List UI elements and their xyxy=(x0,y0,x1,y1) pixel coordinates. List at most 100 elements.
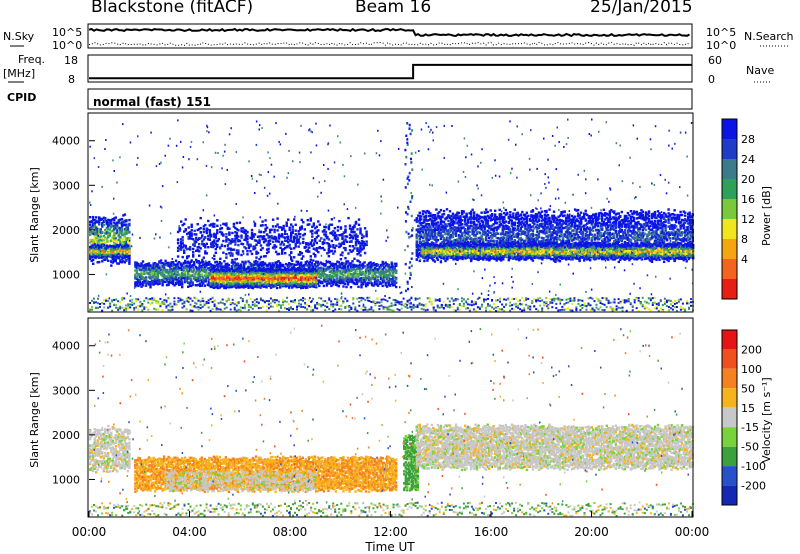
power-cell xyxy=(283,227,285,229)
power-cell xyxy=(328,255,330,257)
power-cell xyxy=(223,260,225,262)
power-cell xyxy=(127,227,129,229)
power-cell xyxy=(149,286,151,288)
power-cell xyxy=(116,232,118,234)
power-cell xyxy=(245,247,247,249)
power-cell xyxy=(365,231,367,233)
power-cell xyxy=(206,252,208,254)
power-cell xyxy=(331,224,333,226)
power-cell xyxy=(234,258,236,260)
power-cell xyxy=(344,225,346,227)
power-cell xyxy=(224,245,226,247)
power-cell xyxy=(338,220,340,222)
power-cell xyxy=(239,222,241,224)
power-cell xyxy=(157,275,159,277)
power-cell xyxy=(213,255,215,257)
power-cell xyxy=(319,224,321,226)
power-cell xyxy=(185,229,187,231)
power-cell xyxy=(429,238,431,240)
power-cell xyxy=(300,262,302,264)
power-cell xyxy=(122,238,124,240)
power-cell xyxy=(311,262,313,264)
power-cell xyxy=(128,247,130,249)
power-cell xyxy=(127,244,129,246)
power-cell xyxy=(295,245,297,247)
power-cell xyxy=(216,261,218,263)
power-cell xyxy=(276,217,278,219)
power-cell xyxy=(355,244,357,246)
power-cell xyxy=(220,262,222,264)
power-cell xyxy=(185,218,187,220)
power-cell xyxy=(222,252,224,254)
power-cell xyxy=(257,252,259,254)
power-cell xyxy=(447,220,449,222)
power-cell xyxy=(161,284,163,286)
power-cell xyxy=(228,228,230,230)
power-cell xyxy=(443,221,445,223)
power-cell xyxy=(317,229,319,231)
power-cell xyxy=(209,229,211,231)
power-cell xyxy=(209,231,211,233)
power-cell xyxy=(394,267,396,269)
power-cell xyxy=(302,221,304,223)
power-cell xyxy=(324,264,326,266)
power-cell xyxy=(201,284,203,286)
power-cell xyxy=(267,251,269,253)
power-cell xyxy=(311,235,313,237)
power-cell xyxy=(443,213,445,215)
power-cell xyxy=(299,236,301,238)
power-cell xyxy=(356,247,358,249)
power-cell xyxy=(316,242,318,244)
power-cell xyxy=(266,227,268,229)
power-cell xyxy=(358,224,360,226)
power-cell xyxy=(190,278,192,280)
power-cell xyxy=(276,287,278,289)
power-cell xyxy=(202,282,204,284)
power-cell xyxy=(287,219,289,221)
power-cell xyxy=(107,260,109,262)
power-cell xyxy=(264,240,266,242)
power-cell xyxy=(177,242,179,244)
power-cell xyxy=(236,233,238,235)
power-cell xyxy=(175,260,177,262)
power-cell xyxy=(264,219,266,221)
power-cell xyxy=(216,229,218,231)
power-cell xyxy=(237,235,239,237)
power-cell xyxy=(420,233,422,235)
power-cell xyxy=(295,224,297,226)
power-cell xyxy=(316,232,318,234)
power-cell xyxy=(307,219,309,221)
power-cell xyxy=(191,259,193,261)
power-cell xyxy=(332,244,334,246)
power-cell xyxy=(352,249,354,251)
power-cell xyxy=(281,241,283,243)
power-cell xyxy=(346,235,348,237)
power-cell xyxy=(318,285,320,287)
power-cell xyxy=(349,245,351,247)
power-cell xyxy=(249,244,251,246)
power-cell xyxy=(335,234,337,236)
power-cell xyxy=(254,223,256,225)
power-cell xyxy=(383,279,385,281)
power-cell xyxy=(121,229,123,231)
power-cell xyxy=(443,210,445,212)
power-cell xyxy=(328,228,330,230)
power-cell xyxy=(440,218,442,220)
power-cell xyxy=(301,252,303,254)
power-cell xyxy=(416,237,418,239)
power-cell xyxy=(246,231,248,233)
power-cell xyxy=(323,249,325,251)
power-cell xyxy=(437,239,439,241)
power-cell xyxy=(429,225,431,227)
power-cell xyxy=(239,240,241,242)
power-cell xyxy=(116,229,118,231)
power-cell xyxy=(219,258,221,260)
power-cell xyxy=(357,286,359,288)
power-cell xyxy=(311,230,313,232)
power-cell xyxy=(221,227,223,229)
power-cell xyxy=(95,216,97,218)
power-cell xyxy=(278,253,280,255)
power-cell xyxy=(356,259,358,261)
power-cell xyxy=(293,256,295,258)
power-cell xyxy=(110,222,112,224)
